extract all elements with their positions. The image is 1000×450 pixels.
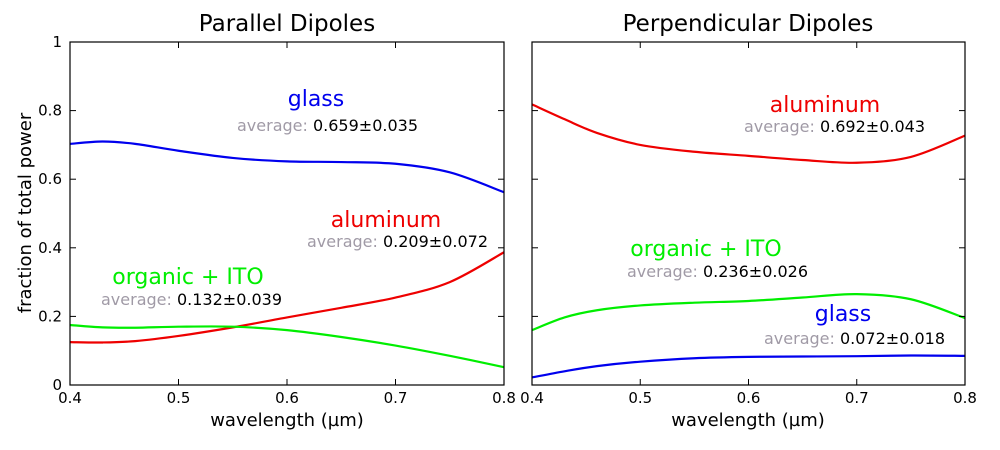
- y-tick-label: 1: [52, 33, 62, 51]
- x-tick-label: 0.4: [520, 389, 544, 407]
- x-tick-label: 0.6: [275, 389, 299, 407]
- x-axis-label: wavelength (µm): [210, 410, 364, 431]
- average-caption: average:: [764, 329, 840, 348]
- y-tick-label: 0.4: [38, 239, 62, 257]
- series-name-label: organic + ITO: [630, 237, 781, 262]
- average-value: 0.209±0.072: [383, 232, 488, 251]
- series-average-label: average: 0.659±0.035: [237, 116, 418, 135]
- y-tick-label: 0.8: [38, 102, 62, 120]
- average-value: 0.132±0.039: [177, 290, 282, 309]
- y-tick-label: 0: [52, 376, 62, 394]
- y-tick-label: 0.2: [38, 307, 62, 325]
- series-line-aluminum: [69, 251, 505, 344]
- chart-parallel-dipoles: Parallel Dipoles wavelength (µm) 0.4 0.5 0…: [38, 11, 516, 431]
- x-tick-label: 0.7: [384, 389, 408, 407]
- series-line-aluminum: [531, 103, 966, 164]
- x-tick-label: 0.5: [167, 389, 191, 407]
- series-line-organic-ito: [531, 293, 966, 332]
- average-value: 0.236±0.026: [703, 262, 808, 281]
- series-name-label: aluminum: [770, 93, 880, 118]
- average-caption: average:: [307, 232, 383, 251]
- series-average-label: average: 0.132±0.039: [101, 290, 282, 309]
- y-tick-label: 0.6: [38, 170, 62, 188]
- x-tick-label: 0.5: [628, 389, 652, 407]
- x-tick-label: 0.8: [953, 389, 977, 407]
- x-tick-label: 0.8: [492, 389, 516, 407]
- x-tick-label: 0.7: [845, 389, 869, 407]
- x-tick-label: 0.4: [58, 389, 82, 407]
- series-average-label: average: 0.236±0.026: [627, 262, 808, 281]
- y-axis-label: fraction of total power: [15, 112, 36, 313]
- series-name-label: aluminum: [331, 208, 441, 233]
- x-tick-label: 0.6: [737, 389, 761, 407]
- chart-title: Perpendicular Dipoles: [623, 11, 874, 37]
- average-caption: average:: [744, 117, 820, 136]
- x-axis-label: wavelength (µm): [671, 410, 825, 431]
- series-average-label: average: 0.209±0.072: [307, 232, 488, 251]
- chart-title: Parallel Dipoles: [199, 11, 375, 37]
- series-name-label: organic + ITO: [112, 265, 263, 290]
- average-caption: average:: [237, 116, 313, 135]
- average-value: 0.692±0.043: [820, 117, 925, 136]
- series-average-label: average: 0.072±0.018: [764, 329, 945, 348]
- series-name-label: glass: [288, 87, 344, 112]
- series-average-label: average: 0.692±0.043: [744, 117, 925, 136]
- series-line-glass: [69, 140, 505, 194]
- average-value: 0.659±0.035: [313, 116, 418, 135]
- average-caption: average:: [627, 262, 703, 281]
- series-name-label: glass: [815, 302, 871, 327]
- average-value: 0.072±0.018: [840, 329, 945, 348]
- series-line-glass: [531, 354, 966, 379]
- average-caption: average:: [101, 290, 177, 309]
- series-line-organic-ito: [69, 323, 505, 369]
- chart-perpendicular-dipoles: Perpendicular Dipoles wavelength (µm) 0.…: [520, 11, 977, 431]
